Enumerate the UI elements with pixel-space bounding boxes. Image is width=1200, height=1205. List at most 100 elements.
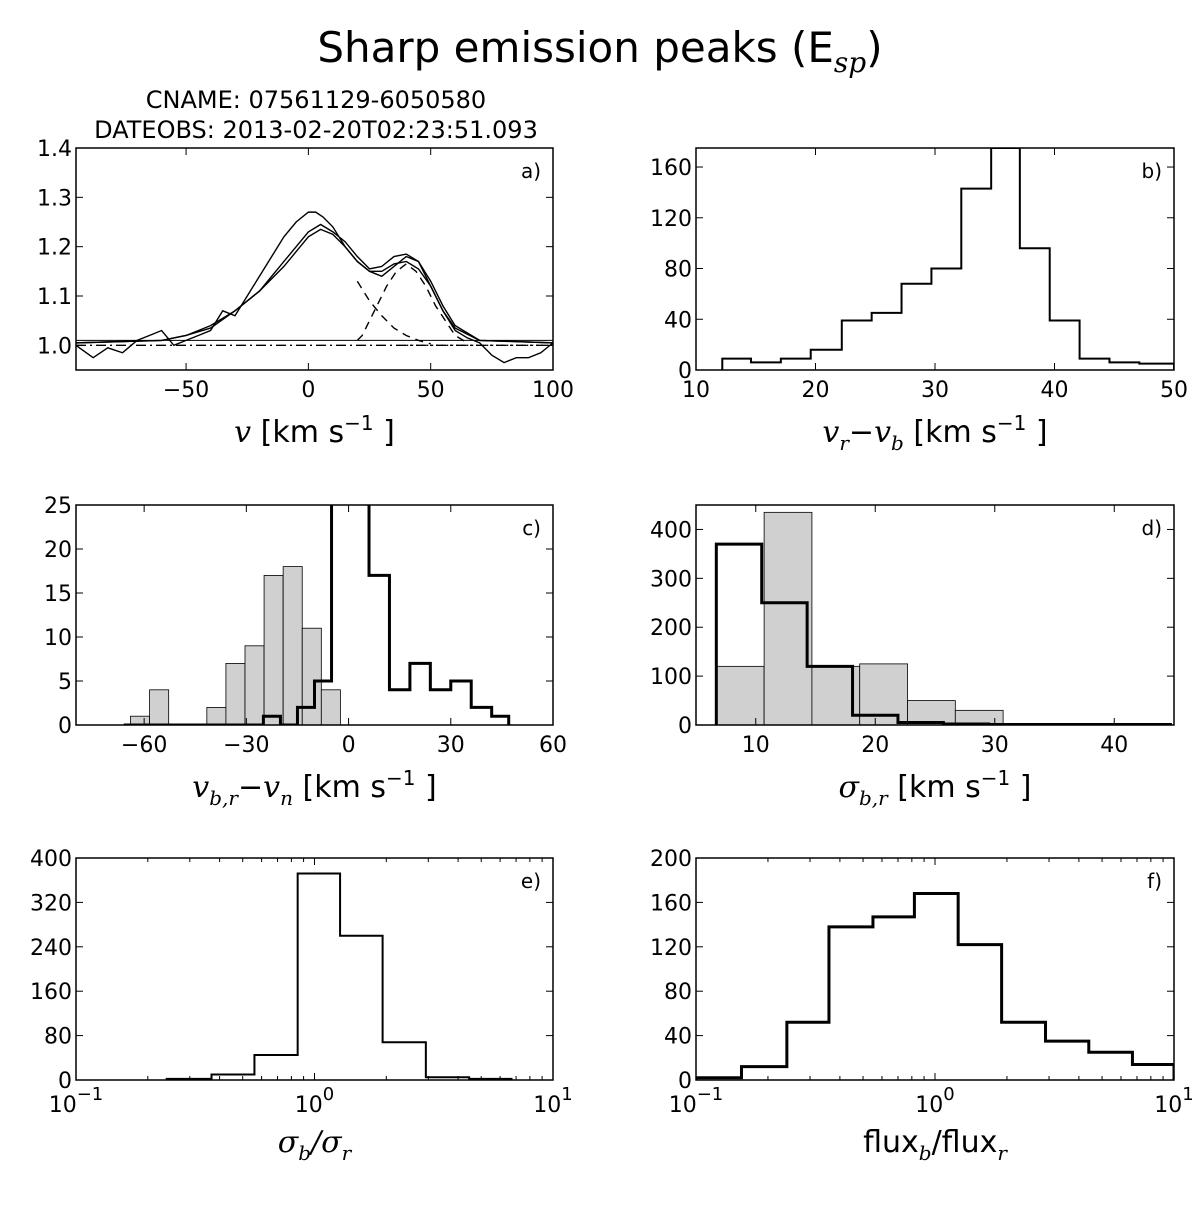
plot-area — [123, 505, 511, 725]
x-label-symbol-2: v — [874, 415, 891, 450]
x-tick-label: 20 — [802, 378, 830, 403]
x-tick-label: 30 — [981, 733, 1009, 758]
plot-frame — [695, 504, 1175, 726]
x-label-symbol: v — [234, 415, 251, 450]
x-label-symbol: v — [822, 415, 839, 450]
x-label-symbol: σ — [839, 770, 861, 805]
x-label-sub-2: r — [997, 1141, 1008, 1165]
x-tick-base: 10 — [295, 1093, 323, 1118]
y-tick-label: 240 — [30, 936, 72, 961]
bar — [320, 689, 341, 725]
plot-area — [165, 872, 513, 1080]
plot-area — [76, 211, 553, 364]
x-label-sub: b — [298, 1141, 311, 1165]
y-tick-label: 10 — [44, 626, 72, 651]
figure-title: Sharp emission peaks (Esp) — [317, 23, 882, 79]
y-tick-label: 80 — [664, 258, 692, 283]
y-tick-label: 320 — [30, 891, 72, 916]
plot-area — [696, 892, 1174, 1080]
x-tick-label: 50 — [1160, 378, 1188, 403]
plot-area — [714, 511, 1172, 725]
panel-label: c) — [522, 516, 541, 540]
bar — [301, 627, 322, 725]
y-tick-label: 0 — [678, 359, 692, 384]
x-label-slash: /flux — [932, 1125, 998, 1160]
x-label-sup: −1 — [386, 766, 415, 790]
bar — [263, 575, 284, 725]
x-label-sub: b,r — [209, 786, 239, 810]
x-axis-label: v [km s−1 ] — [234, 411, 395, 450]
x-label-slash: / — [308, 1125, 324, 1160]
x-tick-label: 100 — [532, 378, 574, 403]
x-label-sup: −1 — [344, 411, 373, 435]
y-tick-label: 1.3 — [37, 186, 72, 211]
x-tick-label: 30 — [921, 378, 949, 403]
y-tick-label: 0 — [58, 1069, 72, 1094]
y-tick-label: 1.0 — [37, 334, 72, 359]
x-tick-label: 10−1 — [49, 1084, 104, 1118]
x-tick-label: 30 — [437, 733, 465, 758]
x-tick-label: 60 — [539, 733, 567, 758]
y-tick-label: 25 — [44, 494, 72, 519]
x-label-unit: [km s — [251, 415, 344, 450]
x-tick-label: 20 — [861, 733, 889, 758]
y-tick-label: 40 — [664, 308, 692, 333]
y-tick-label: 200 — [650, 847, 692, 872]
y-tick-label: 15 — [44, 582, 72, 607]
x-label-symbol-2: σ — [321, 1125, 343, 1160]
x-label-sub-2: b — [891, 431, 904, 455]
y-tick-label: 1.4 — [37, 137, 72, 162]
x-tick-label: −50 — [163, 378, 209, 403]
x-label-sup: −1 — [981, 766, 1010, 790]
series-red-component — [356, 263, 468, 344]
y-tick-label: 1.1 — [37, 285, 72, 310]
bar — [206, 707, 227, 725]
x-tick-base: 10 — [915, 1093, 943, 1118]
x-tick-label: −30 — [223, 733, 269, 758]
x-label-symbol-2: v — [263, 770, 280, 805]
bar — [149, 689, 170, 725]
x-axis-label: vb,r−vn [km s−1 ] — [192, 766, 436, 810]
bar — [715, 665, 765, 725]
x-tick-base: 10 — [1154, 1093, 1182, 1118]
y-tick-label: 120 — [650, 936, 692, 961]
x-tick-exp: 0 — [943, 1084, 954, 1105]
x-tick-exp: −1 — [697, 1084, 724, 1105]
x-tick-label: 101 — [1154, 1084, 1193, 1118]
panel-label: b) — [1142, 159, 1163, 183]
y-tick-label: 160 — [650, 156, 692, 181]
x-label-text: flux — [863, 1125, 919, 1160]
y-tick-label: 120 — [650, 207, 692, 232]
x-axis-label: fluxb/fluxr — [863, 1125, 1008, 1165]
x-tick-base: 10 — [533, 1093, 561, 1118]
bar — [763, 511, 813, 725]
x-label-close: ] — [1010, 770, 1031, 805]
y-tick-label: 80 — [44, 1025, 72, 1050]
bar — [225, 663, 246, 725]
x-tick-label: 100 — [915, 1084, 954, 1118]
panel-label: d) — [1142, 516, 1163, 540]
x-label-symbol: σ — [278, 1125, 300, 1160]
panel-a: −50 0 50 100 1.0 1.1 1.2 1.3 1.4 a) v [km s−1 ] — [37, 137, 574, 450]
x-label-unit: [km s — [904, 415, 997, 450]
panel-label: f) — [1147, 869, 1162, 893]
y-tick-label: 200 — [650, 616, 692, 641]
plot-area — [721, 148, 1174, 370]
x-tick-base: 10 — [669, 1093, 697, 1118]
x-label-minus: − — [849, 415, 874, 450]
x-axis-label: vr−vb [km s−1 ] — [822, 411, 1047, 455]
panel-label: a) — [521, 159, 541, 183]
x-label-sub-2: r — [342, 1141, 353, 1165]
x-label-sub: r — [839, 431, 850, 455]
plot-frame — [75, 504, 554, 726]
x-tick-label: 10−1 — [669, 1084, 724, 1118]
x-tick-label: −60 — [121, 733, 167, 758]
panel-label: e) — [521, 869, 541, 893]
bar — [282, 566, 303, 725]
y-tick-label: 80 — [664, 980, 692, 1005]
x-tick-exp: −1 — [77, 1084, 104, 1105]
